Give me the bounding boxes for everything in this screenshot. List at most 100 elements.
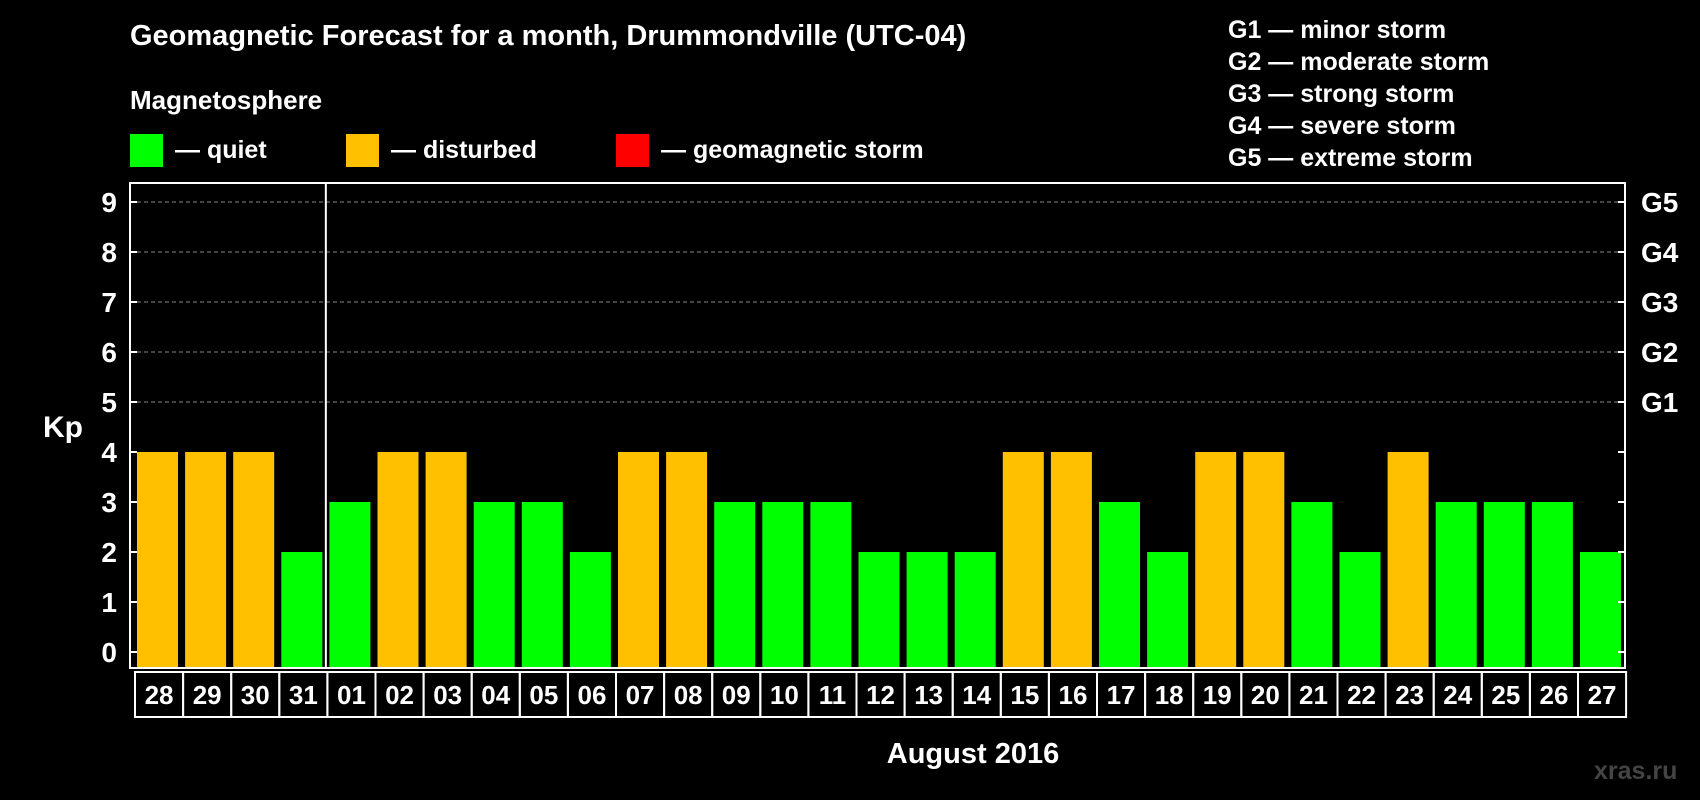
legend-label-storm: — geomagnetic storm	[661, 135, 924, 164]
disturbed-swatch	[346, 133, 379, 167]
kp-bar-03	[425, 452, 467, 667]
y-tick-label: 7	[101, 287, 117, 318]
x-tick-label: 01	[337, 680, 366, 710]
g-level-label: G3	[1641, 287, 1678, 318]
x-tick-label: 25	[1491, 680, 1520, 710]
x-tick-label: 09	[722, 680, 751, 710]
chart-title: Geomagnetic Forecast for a month, Drummo…	[130, 20, 967, 52]
y-tick-label: 8	[101, 237, 117, 268]
g-scale-item: G5 — extreme storm	[1228, 144, 1473, 172]
y-tick-label: 1	[101, 587, 117, 618]
kp-bar-30	[233, 452, 275, 667]
g-level-label: G2	[1641, 337, 1678, 368]
legend-heading: Magnetosphere	[130, 85, 323, 115]
x-tick-label: 17	[1107, 680, 1136, 710]
legend-item-storm: — geomagnetic storm	[616, 133, 924, 167]
x-tick-label: 13	[914, 680, 943, 710]
kp-bar-11	[810, 502, 852, 667]
x-axis-labels: 28 29 30 31 01 02 03 04 05 06 07 08 09 10 11 12 13 14 15 16…	[134, 671, 1628, 718]
x-tick-label: 10	[770, 680, 799, 710]
kp-bar-18	[1147, 552, 1189, 667]
x-tick-label: 05	[529, 680, 558, 710]
y-axis-labels: 0 1 2 3 4 5 6 7 8 9 G1 G2 G3 G4 G5	[101, 187, 1678, 668]
plot-frame	[129, 182, 1626, 669]
kp-bar-02	[377, 452, 419, 667]
kp-bar-31	[281, 552, 323, 667]
x-tick-label: 19	[1203, 680, 1232, 710]
x-axis-title: August 2016	[887, 738, 1059, 770]
x-tick-label: 20	[1251, 680, 1280, 710]
y-tick-label: 9	[101, 187, 117, 218]
quiet-swatch	[130, 133, 163, 167]
kp-bar-16	[1050, 452, 1092, 667]
x-tick-label: 16	[1058, 680, 1087, 710]
watermark: xras.ru	[1594, 757, 1678, 785]
x-tick-label: 18	[1155, 680, 1184, 710]
y-tick-label: 5	[101, 387, 117, 418]
x-tick-label: 03	[433, 680, 462, 710]
kp-bar-29	[185, 452, 227, 667]
bars	[137, 452, 1621, 667]
legend-label-quiet: — quiet	[175, 135, 267, 164]
kp-bar-05	[521, 502, 563, 667]
x-tick-label: 02	[385, 680, 414, 710]
kp-bar-15	[1002, 452, 1044, 667]
kp-bar-21	[1291, 502, 1333, 667]
kp-bar-19	[1195, 452, 1237, 667]
kp-bar-27	[1580, 552, 1621, 667]
kp-bar-06	[569, 552, 611, 667]
legend-label-disturbed: — disturbed	[391, 135, 537, 164]
x-tick-label: 26	[1539, 680, 1568, 710]
plot-border	[129, 182, 1626, 669]
kp-bar-14	[954, 552, 996, 667]
storm-swatch	[616, 133, 649, 167]
kp-bar-26	[1531, 502, 1573, 667]
x-tick-label: 28	[145, 680, 174, 710]
y-tick-label: 4	[101, 437, 117, 468]
x-tick-label: 07	[626, 680, 655, 710]
kp-bar-23	[1387, 452, 1429, 667]
x-tick-label: 24	[1443, 680, 1472, 710]
kp-bar-22	[1339, 552, 1381, 667]
g-scale-item: G4 — severe storm	[1228, 112, 1456, 140]
g-level-label: G1	[1641, 387, 1678, 418]
kp-bar-09	[714, 502, 756, 667]
g-scale-item: G2 — moderate storm	[1228, 48, 1490, 76]
x-tick-label: 31	[289, 680, 318, 710]
x-tick-label: 30	[241, 680, 270, 710]
kp-bar-12	[858, 552, 900, 667]
grid-lines	[130, 201, 1625, 403]
x-tick-label: 21	[1299, 680, 1328, 710]
kp-bar-17	[1099, 502, 1140, 667]
x-tick-label: 04	[481, 680, 510, 710]
kp-bar-08	[666, 452, 708, 667]
g-level-label: G4	[1641, 237, 1679, 268]
g-level-label: G5	[1641, 187, 1678, 218]
x-tick-label: 08	[674, 680, 703, 710]
y-tick-label: 6	[101, 337, 117, 368]
kp-bar-04	[473, 502, 515, 667]
g-scale-item: G1 — minor storm	[1228, 16, 1447, 44]
legend-item-disturbed: — disturbed	[346, 133, 537, 167]
kp-bar-28	[137, 452, 178, 667]
x-tick-label: 27	[1588, 680, 1617, 710]
kp-bar-07	[618, 452, 659, 667]
x-tick-label: 11	[819, 680, 847, 710]
kp-bar-13	[906, 552, 948, 667]
kp-bar-10	[762, 502, 804, 667]
y-tick-label: 3	[101, 487, 117, 518]
legend-item-quiet: — quiet	[130, 133, 267, 167]
kp-bar-25	[1483, 502, 1525, 667]
x-tick-label: 14	[962, 680, 991, 710]
x-tick-label: 06	[577, 680, 606, 710]
kp-bar-24	[1435, 502, 1477, 667]
x-tick-label: 23	[1395, 680, 1424, 710]
g-scale-legend: G1 — minor storm G2 — moderate storm G3 …	[1228, 14, 1489, 174]
x-tick-label: 15	[1010, 680, 1039, 710]
x-tick-label: 22	[1347, 680, 1376, 710]
y-tick-label: 0	[101, 637, 117, 668]
y-tick-label: 2	[101, 537, 117, 568]
kp-bar-20	[1243, 452, 1285, 667]
y-axis-title: Kp	[43, 411, 83, 444]
x-label-box	[1577, 671, 1628, 718]
